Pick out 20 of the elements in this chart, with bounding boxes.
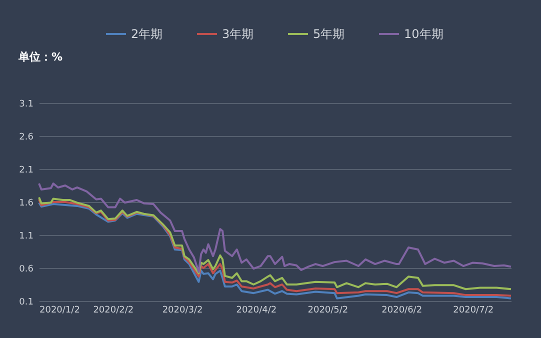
x-tick-label: 2020/5/2: [308, 306, 348, 316]
y-tick-label: 3.1: [19, 100, 34, 110]
y-tick-label: 1.6: [19, 198, 34, 208]
y-tick-label: 0.6: [19, 264, 34, 274]
x-tick-label: 2020/7/2: [453, 306, 494, 316]
y-axis-title: 单位：%: [18, 50, 63, 64]
legend-label: 5年期: [313, 27, 345, 41]
y-tick-label: 2.6: [19, 132, 34, 142]
y-tick-label: 1.1: [19, 232, 34, 242]
line-series: [38, 182, 512, 273]
legend-label: 10年期: [404, 27, 444, 41]
x-tick-label: 2020/6/2: [382, 306, 422, 316]
y-tick-label: 2.1: [19, 166, 34, 176]
x-tick-label: 2020/1/2: [40, 306, 80, 316]
x-tick-label: 2020/2/2: [93, 306, 134, 316]
x-tick-label: 2020/3/2: [162, 306, 203, 316]
legend-label: 3年期: [222, 27, 254, 41]
legend-label: 2年期: [131, 27, 163, 41]
y-tick-label: 0.1: [19, 298, 34, 308]
x-tick-label: 2020/4/2: [236, 306, 277, 316]
